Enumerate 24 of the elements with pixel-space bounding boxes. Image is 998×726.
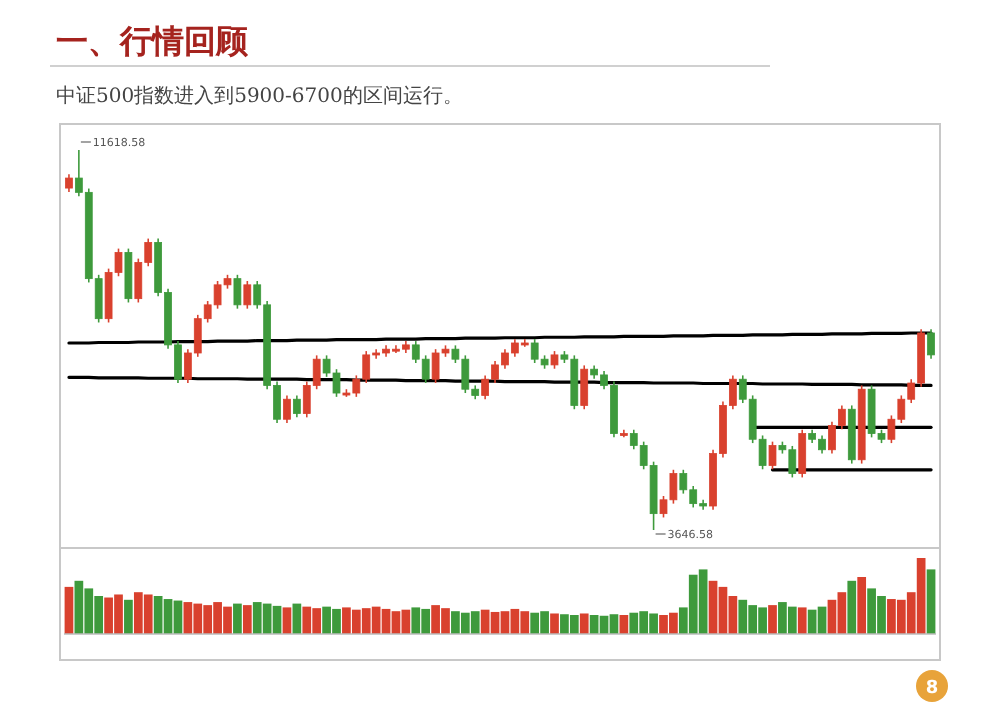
chart-title: 一、行情回顾 [56,22,250,60]
candlestick [798,428,807,479]
chart-subtitle: 中证500指数进入到5900-6700的区间运行。 [56,84,463,108]
bar [282,607,292,634]
bar [550,613,559,634]
bar [579,613,589,634]
bar [857,577,867,634]
candlestick [293,394,301,419]
bar [124,599,133,634]
candlestick [768,440,777,471]
candlestick [124,247,133,304]
candlestick [283,394,291,424]
bar [847,580,857,634]
text: 8 [925,679,939,699]
bar [768,605,777,634]
candlestick [233,274,242,310]
bar [64,586,74,634]
candlestick [243,280,252,310]
bar [242,605,252,634]
bar [233,603,242,634]
candlestick [927,328,935,360]
bar [926,569,936,634]
candlestick [580,364,589,411]
bar [797,607,807,634]
